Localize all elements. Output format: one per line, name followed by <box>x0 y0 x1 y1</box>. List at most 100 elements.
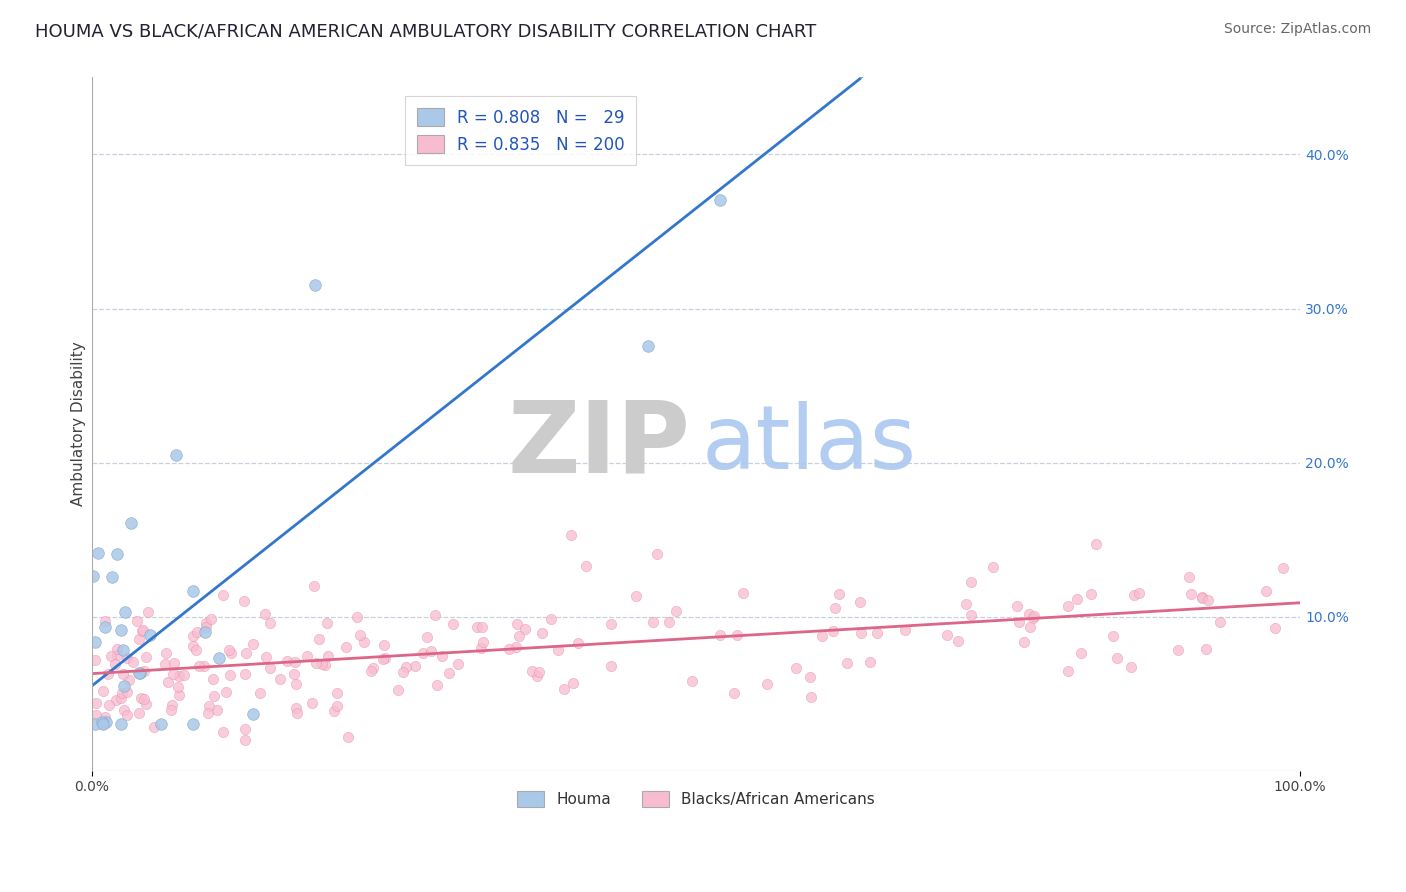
Point <box>849 626 872 640</box>
Point <box>135 697 157 711</box>
Point <box>811 629 834 643</box>
Point <box>1178 570 1201 584</box>
Point <box>395 660 418 674</box>
Text: Source: ZipAtlas.com: Source: ZipAtlas.com <box>1223 22 1371 37</box>
Point <box>1105 651 1128 665</box>
Point <box>526 668 548 682</box>
Point <box>308 632 330 647</box>
Point <box>87 546 110 560</box>
Point <box>128 632 150 646</box>
Point <box>575 558 598 573</box>
Point <box>91 717 114 731</box>
Point <box>326 699 349 714</box>
Point <box>186 624 208 639</box>
Point <box>301 696 323 710</box>
Point <box>184 643 207 657</box>
Point <box>211 588 233 602</box>
Point <box>361 661 384 675</box>
Point <box>637 339 659 353</box>
Point <box>506 616 529 631</box>
Point <box>508 628 530 642</box>
Point <box>824 600 846 615</box>
Point <box>84 635 107 649</box>
Point <box>404 658 426 673</box>
Point <box>235 646 257 660</box>
Point <box>723 686 745 700</box>
Point <box>200 612 222 626</box>
Point <box>84 653 107 667</box>
Text: ZIP: ZIP <box>508 396 690 493</box>
Point <box>110 717 132 731</box>
Point <box>530 625 553 640</box>
Point <box>142 720 165 734</box>
Point <box>1167 643 1189 657</box>
Point <box>173 668 195 682</box>
Point <box>1197 593 1219 607</box>
Point <box>1194 642 1216 657</box>
Point <box>1022 609 1045 624</box>
Point <box>316 615 339 630</box>
Point <box>94 710 117 724</box>
Point <box>91 715 114 730</box>
Point <box>194 624 217 639</box>
Point <box>349 628 371 642</box>
Point <box>101 570 124 584</box>
Point <box>233 732 256 747</box>
Point <box>1128 586 1150 600</box>
Point <box>471 635 494 649</box>
Point <box>346 610 368 624</box>
Point <box>114 605 136 619</box>
Point <box>1254 584 1277 599</box>
Point <box>316 648 339 663</box>
Point <box>1085 537 1108 551</box>
Point <box>83 717 105 731</box>
Point <box>111 667 134 681</box>
Point <box>84 696 107 710</box>
Point <box>202 673 225 687</box>
Point <box>82 569 104 583</box>
Point <box>322 704 344 718</box>
Point <box>153 657 176 672</box>
Point <box>233 594 256 608</box>
Point <box>97 698 120 712</box>
Point <box>412 647 434 661</box>
Point <box>527 665 550 680</box>
Point <box>167 669 190 683</box>
Point <box>105 547 128 561</box>
Point <box>105 648 128 662</box>
Point <box>373 638 395 652</box>
Point <box>1057 599 1080 613</box>
Point <box>94 615 117 629</box>
Point <box>360 665 382 679</box>
Point <box>96 715 118 730</box>
Point <box>219 646 242 660</box>
Point <box>553 682 575 697</box>
Point <box>1209 615 1232 629</box>
Point <box>181 583 204 598</box>
Point <box>562 676 585 690</box>
Point <box>893 623 915 637</box>
Point <box>439 665 461 680</box>
Point <box>160 703 183 717</box>
Point <box>188 659 211 673</box>
Point <box>215 685 238 699</box>
Point <box>115 651 138 665</box>
Point <box>207 651 229 665</box>
Point <box>197 706 219 720</box>
Point <box>167 688 190 702</box>
Point <box>471 620 494 634</box>
Point <box>125 615 148 629</box>
Point <box>121 656 143 670</box>
Point <box>105 642 128 657</box>
Point <box>117 673 139 687</box>
Point <box>269 672 291 686</box>
Point <box>447 657 470 672</box>
Point <box>1080 587 1102 601</box>
Point <box>163 656 186 670</box>
Point <box>955 598 977 612</box>
Point <box>302 579 325 593</box>
Point <box>195 620 218 634</box>
Point <box>134 692 156 706</box>
Point <box>624 589 647 603</box>
Point <box>167 680 190 694</box>
